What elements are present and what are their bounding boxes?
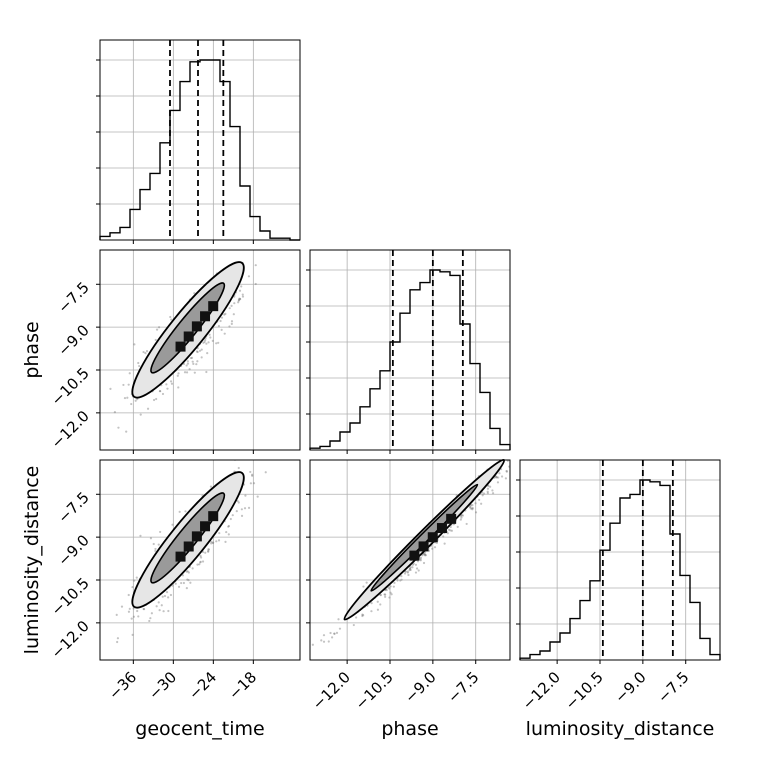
histogram-frame <box>519 459 721 661</box>
histogram-geocent-time <box>96 39 301 244</box>
joint-luminosity-distance-vs-phase <box>306 458 511 664</box>
histogram-phase <box>306 249 511 454</box>
contour-inner <box>370 483 479 592</box>
x-tick-label: −10.5 <box>562 668 607 713</box>
x-axis-label-luminosity-distance: luminosity_distance <box>526 718 715 740</box>
density-peak <box>446 513 457 524</box>
x-tick-label: −12.0 <box>519 668 564 713</box>
contour-inner <box>150 282 226 374</box>
density-peak <box>208 511 219 522</box>
histogram-frame <box>99 39 301 241</box>
y-tick-label: −10.5 <box>48 574 93 619</box>
density-peak <box>436 523 447 534</box>
x-tick-label: −9.0 <box>401 668 439 706</box>
tick-labels: −36 −30 −24 −18 −12.0−10.5 −9.0 −7.5 −12.0−10.5… <box>48 278 693 713</box>
density-peak <box>183 541 194 552</box>
x-tick-label: −24 <box>185 668 220 703</box>
contour-inner <box>150 492 226 584</box>
density-peak <box>200 311 211 322</box>
joint-phase-vs-geocent-time <box>96 249 301 454</box>
y-tick-label: −9.0 <box>54 531 92 569</box>
y-tick-label: −12.0 <box>48 407 93 452</box>
y-axis-label-phase: phase <box>21 321 43 378</box>
joint-frame <box>309 459 511 661</box>
x-tick-label: −30 <box>145 668 180 703</box>
joint-frame <box>99 249 301 451</box>
x-axis-label-geocent-time: geocent_time <box>135 718 264 740</box>
density-peak <box>200 521 211 532</box>
histogram-frame <box>309 249 511 451</box>
joint-luminosity-distance-vs-geocent-time <box>96 459 301 664</box>
histogram-step <box>99 59 300 241</box>
y-tick-label: −7.5 <box>54 488 92 526</box>
density-peak <box>409 550 420 561</box>
density-peak <box>175 341 186 352</box>
density-peak <box>183 331 194 342</box>
histogram-step <box>309 269 511 450</box>
y-tick-label: −9.0 <box>54 321 92 359</box>
joint-frame <box>99 459 301 661</box>
x-tick-label: −7.5 <box>444 668 482 706</box>
density-peak <box>191 531 202 542</box>
x-tick-label: −10.5 <box>352 668 397 713</box>
density-peak <box>191 321 202 332</box>
y-axis-label-luminosity-distance: luminosity_distance <box>21 466 43 655</box>
histogram-step <box>519 479 721 660</box>
histogram-luminosity-distance <box>516 459 721 664</box>
density-peak <box>427 532 438 543</box>
x-tick-label: −36 <box>105 668 140 703</box>
y-tick-label: −12.0 <box>48 617 93 662</box>
density-peak <box>175 551 186 562</box>
x-axis-label-phase: phase <box>381 718 438 740</box>
x-tick-label: −7.5 <box>654 668 692 706</box>
x-tick-label: −9.0 <box>611 668 649 706</box>
y-tick-label: −7.5 <box>54 278 92 316</box>
y-tick-label: −10.5 <box>48 364 93 409</box>
x-tick-label: −12.0 <box>309 668 354 713</box>
x-tick-label: −18 <box>225 668 260 703</box>
density-peak <box>418 541 429 552</box>
density-peak <box>208 301 219 312</box>
